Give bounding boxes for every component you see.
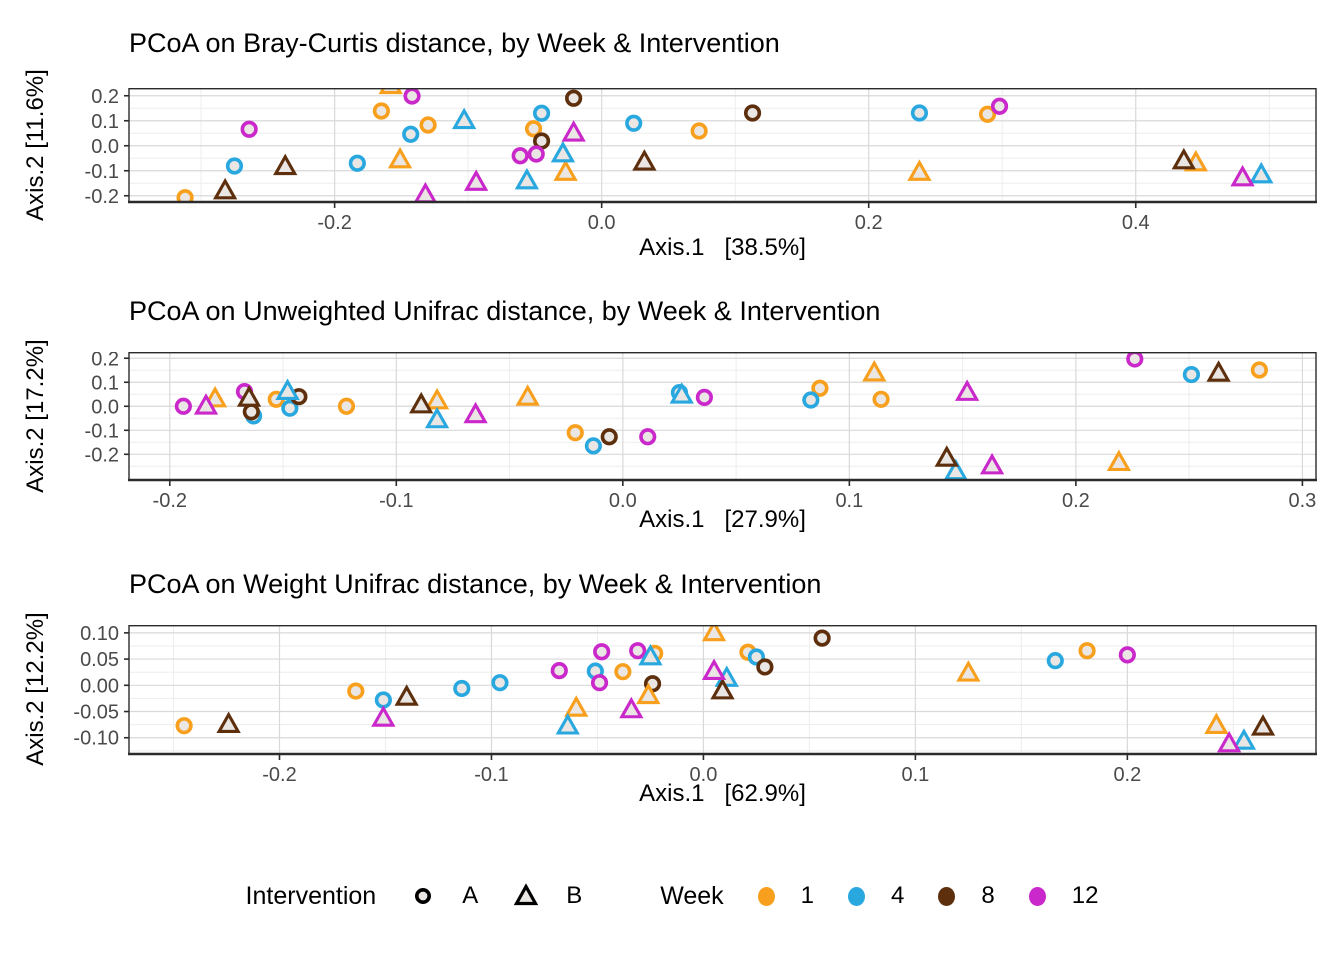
- svg-text:-0.1: -0.1: [85, 161, 119, 183]
- legend-intervention-title: Intervention: [245, 881, 377, 910]
- plot2-y-axis-title: Axis.2 [17.2%]: [22, 339, 49, 493]
- intervention-b-triangle-icon: [513, 883, 539, 906]
- legend-item-week-1: 1: [757, 882, 815, 910]
- legend-label-b: B: [566, 882, 583, 909]
- week-8-dot-icon: [938, 886, 956, 906]
- week-4-label: 4: [891, 882, 905, 909]
- week-4-dot-icon: [848, 886, 866, 906]
- intervention-a-circle-icon: [415, 888, 432, 904]
- legend: Intervention A B Week 1: [0, 868, 1344, 924]
- svg-text:-0.1: -0.1: [474, 764, 508, 786]
- svg-text:0.1: 0.1: [91, 372, 119, 394]
- svg-text:0.4: 0.4: [1122, 212, 1150, 234]
- legend-item-week-8: 8: [938, 882, 995, 910]
- svg-text:-0.2: -0.2: [153, 490, 187, 512]
- legend-week-title: Week: [660, 881, 724, 910]
- week-8-label: 8: [981, 882, 995, 909]
- svg-text:0.2: 0.2: [1062, 490, 1090, 512]
- legend-item-intervention-a: A: [410, 882, 478, 910]
- svg-text:-0.1: -0.1: [379, 490, 413, 512]
- svg-text:0.0: 0.0: [91, 136, 119, 158]
- svg-text:0.2: 0.2: [91, 88, 119, 108]
- plot2-title: PCoA on Unweighted Unifrac distance, by …: [129, 296, 881, 326]
- svg-text:0.2: 0.2: [91, 352, 119, 370]
- svg-text:-0.1: -0.1: [85, 420, 119, 442]
- svg-text:-0.2: -0.2: [85, 444, 119, 466]
- plot3-x-axis-title: Axis.1 [62.9%]: [639, 780, 806, 807]
- svg-text:0.3: 0.3: [1289, 490, 1317, 512]
- svg-text:0.10: 0.10: [80, 625, 119, 645]
- svg-text:0.00: 0.00: [80, 675, 119, 697]
- svg-text:-0.10: -0.10: [73, 728, 119, 750]
- svg-text:0.0: 0.0: [609, 490, 637, 512]
- svg-text:0.05: 0.05: [80, 649, 119, 671]
- svg-text:-0.2: -0.2: [262, 764, 296, 786]
- svg-text:0.2: 0.2: [1113, 764, 1141, 786]
- svg-text:0.1: 0.1: [901, 764, 929, 786]
- svg-text:0.0: 0.0: [91, 396, 119, 418]
- plot1-y-axis-title: Axis.2 [11.6%]: [22, 69, 49, 221]
- svg-text:0.1: 0.1: [91, 111, 119, 133]
- plot1-title: PCoA on Bray-Curtis distance, by Week & …: [129, 28, 780, 58]
- plot3-panel: -0.2 -0.1 0.0 0.1 0.2 0.10 0.05 0.00 -0.05 -0.10: [73, 625, 1317, 786]
- svg-text:0.1: 0.1: [835, 490, 863, 512]
- plot2-panel: -0.2 -0.1 0.0 0.1 0.2 0.30.20.10.0-0.1-0.2: [85, 352, 1317, 512]
- plot3-title: PCoA on Weight Unifrac distance, by Week…: [129, 569, 822, 599]
- legend-item-week-4: 4: [848, 882, 904, 910]
- svg-text:-0.2: -0.2: [85, 186, 119, 208]
- week-1-label: 1: [800, 882, 815, 909]
- week-12-label: 12: [1071, 882, 1099, 909]
- plot2-x-axis-title: Axis.1 [27.9%]: [639, 506, 806, 533]
- legend-label-a: A: [462, 882, 479, 909]
- svg-text:0.0: 0.0: [588, 212, 616, 234]
- svg-text:-0.05: -0.05: [73, 702, 119, 724]
- plot1-panel: -0.2 0.0 0.2 0.4 0.2 0.1 0.0 -0.1 -0.2: [85, 88, 1317, 234]
- svg-text:0.2: 0.2: [855, 212, 883, 234]
- week-1-dot-icon: [757, 886, 775, 906]
- legend-item-week-12: 12: [1028, 882, 1099, 910]
- svg-text:-0.2: -0.2: [317, 212, 351, 234]
- legend-item-intervention-b: B: [512, 882, 582, 910]
- plot3-y-axis-title: Axis.2 [12.2%]: [22, 612, 49, 766]
- week-12-dot-icon: [1028, 886, 1046, 906]
- svg-text:0.0: 0.0: [690, 764, 718, 786]
- plot1-x-axis-title: Axis.1 [38.5%]: [639, 234, 806, 261]
